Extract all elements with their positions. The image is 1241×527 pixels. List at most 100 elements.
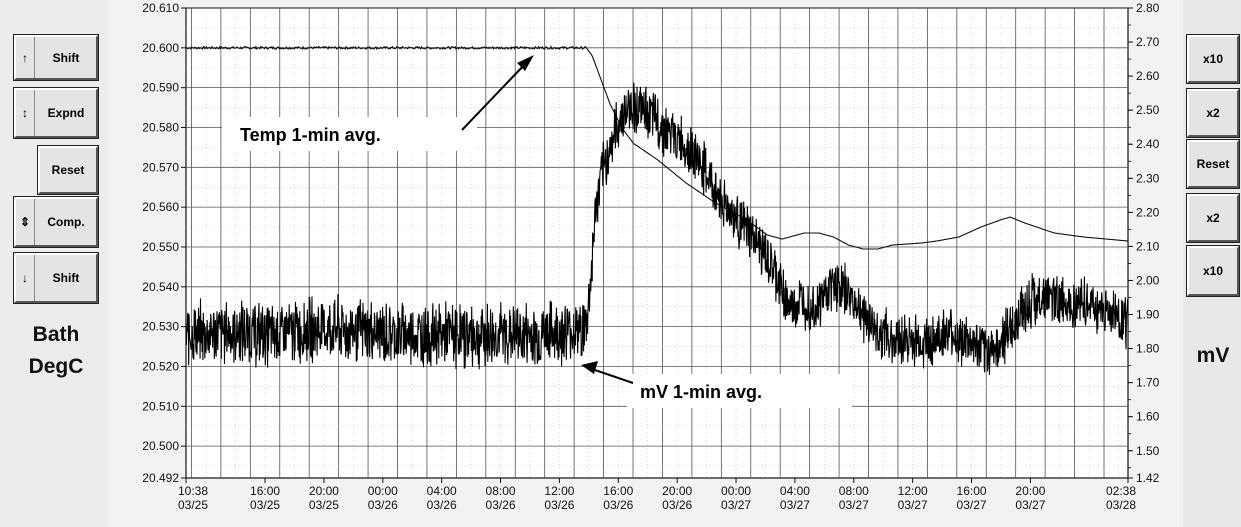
right-tick-label: 1.42 xyxy=(1136,471,1160,485)
left-expand-button[interactable]: ↕ Expnd xyxy=(13,87,99,139)
x-tick-time-label: 12:00 xyxy=(898,484,928,498)
right-control-panel: x10 x2 Reset x2 x10 mV xyxy=(1183,0,1241,527)
right-axis-label-mv: mV xyxy=(1196,344,1230,367)
x-tick-date-label: 03/27 xyxy=(839,498,869,512)
x-tick-time-label: 04:00 xyxy=(427,484,457,498)
right-tick-label: 1.80 xyxy=(1136,342,1160,356)
right-tick-label: 2.30 xyxy=(1136,171,1160,185)
right-tick-label: 2.00 xyxy=(1136,273,1160,287)
right-tick-label: 1.50 xyxy=(1136,444,1160,458)
left-shift-down-label: Shift xyxy=(52,271,80,285)
temp-annotation-box xyxy=(222,117,477,151)
right-tick-label: 1.70 xyxy=(1136,376,1160,390)
x-tick-date-label: 03/27 xyxy=(898,498,928,512)
right-x10-up-label: x10 xyxy=(1202,52,1224,66)
compress-arrows-icon: ⇕ xyxy=(16,199,35,245)
x-tick-time-label: 12:00 xyxy=(544,484,574,498)
x-tick-date-label: 03/26 xyxy=(486,498,516,512)
right-reset-button[interactable]: Reset xyxy=(1186,139,1240,189)
x-tick-time-label: 20:00 xyxy=(662,484,692,498)
left-tick-label: 20.500 xyxy=(142,439,179,453)
left-axis-label-degc: DegC xyxy=(28,355,84,378)
left-tick-label: 20.600 xyxy=(142,41,179,55)
right-x10-down-label: x10 xyxy=(1202,264,1224,278)
x-tick-date-label: 03/25 xyxy=(309,498,339,512)
left-tick-label: 20.580 xyxy=(142,120,179,134)
x-tick-date-label: 03/25 xyxy=(250,498,280,512)
temp-annotation-arrowhead xyxy=(517,55,534,71)
right-tick-label: 2.40 xyxy=(1136,137,1160,151)
chart-area: 20.610 20.600 20.590 20.580 20.570 20.560 20.5… xyxy=(142,1,1160,512)
temp-annotation-label: Temp 1-min avg. xyxy=(240,125,381,145)
left-tick-label: 20.590 xyxy=(142,81,179,95)
x-tick-date-label: 03/27 xyxy=(721,498,751,512)
right-reset-label: Reset xyxy=(1196,157,1230,171)
right-tick-label: 2.60 xyxy=(1136,69,1160,83)
right-x10-up-button[interactable]: x10 xyxy=(1186,34,1240,84)
series-mv-line xyxy=(185,82,1129,375)
x-tick-time-label: 16:00 xyxy=(957,484,987,498)
up-arrow-icon: ↑ xyxy=(16,37,35,78)
left-reset-label: Reset xyxy=(51,163,85,177)
right-tick-label: 2.50 xyxy=(1136,103,1160,117)
x-tick-date-label: 03/26 xyxy=(544,498,574,512)
right-tick-label: 2.80 xyxy=(1136,1,1160,15)
x-tick-date-label: 03/26 xyxy=(368,498,398,512)
x-tick-time-label: 04:00 xyxy=(780,484,810,498)
left-shift-up-label: Shift xyxy=(52,50,80,65)
left-expand-label: Expnd xyxy=(47,106,85,120)
x-tick-date-label: 03/27 xyxy=(1015,498,1045,512)
right-tick-label: 1.90 xyxy=(1136,308,1160,322)
left-shift-down-button[interactable]: ↓ Shift xyxy=(13,252,99,304)
left-control-panel: ↑ Shift ↕ Expnd Reset ⇕ Comp. ↓ Shift Ba… xyxy=(0,0,108,527)
expand-arrows-icon: ↕ xyxy=(16,90,35,136)
x-tick-time-label: 08:00 xyxy=(839,484,869,498)
x-tick-time-label: 20:00 xyxy=(309,484,339,498)
right-tick-label: 2.70 xyxy=(1136,35,1160,49)
left-tick-label: 20.550 xyxy=(142,240,179,254)
left-reset-button[interactable]: Reset xyxy=(37,145,99,195)
x-tick-time-label: 16:00 xyxy=(603,484,633,498)
left-compress-button[interactable]: ⇕ Comp. xyxy=(13,196,99,248)
series-temp-line xyxy=(185,45,1129,250)
x-tick-time-label: 20:00 xyxy=(1015,484,1045,498)
right-x2-down-button[interactable]: x2 xyxy=(1186,193,1240,243)
left-tick-label: 20.510 xyxy=(142,399,179,413)
x-tick-date-label: 03/25 xyxy=(178,498,208,512)
right-x2-up-label: x2 xyxy=(1206,106,1220,120)
right-x2-down-label: x2 xyxy=(1206,211,1220,225)
left-tick-label: 20.540 xyxy=(142,280,179,294)
x-tick-time-label: 00:00 xyxy=(368,484,398,498)
x-tick-date-label: 03/26 xyxy=(662,498,692,512)
left-tick-label: 20.570 xyxy=(142,160,179,174)
left-shift-up-button[interactable]: ↑ Shift xyxy=(13,34,99,81)
right-x2-up-button[interactable]: x2 xyxy=(1186,88,1240,138)
left-tick-label: 20.610 xyxy=(142,1,179,15)
x-tick-date-label: 03/26 xyxy=(427,498,457,512)
left-compress-label: Comp. xyxy=(47,215,85,229)
mv-annotation-arrowhead xyxy=(581,361,598,374)
mv-annotation-label: mV 1-min avg. xyxy=(640,382,762,402)
left-tick-label: 20.492 xyxy=(142,471,179,485)
left-tick-label: 20.560 xyxy=(142,200,179,214)
right-tick-label: 2.20 xyxy=(1136,205,1160,219)
temp-annotation-arrow-line xyxy=(461,61,528,131)
mv-annotation-box xyxy=(627,374,852,408)
left-tick-label: 20.520 xyxy=(142,359,179,373)
right-x10-down-button[interactable]: x10 xyxy=(1186,245,1240,297)
down-arrow-icon: ↓ xyxy=(16,255,35,301)
x-tick-time-label: 00:00 xyxy=(721,484,751,498)
right-tick-label: 2.10 xyxy=(1136,239,1160,253)
x-tick-time-label: 08:00 xyxy=(486,484,516,498)
x-tick-date-label: 03/27 xyxy=(957,498,987,512)
x-tick-time-label: 02:38 xyxy=(1106,484,1136,498)
right-tick-label: 1.60 xyxy=(1136,410,1160,424)
left-tick-label: 20.530 xyxy=(142,320,179,334)
x-tick-time-label: 16:00 xyxy=(250,484,280,498)
mv-annotation-arrow-line xyxy=(591,368,634,384)
x-tick-date-label: 03/26 xyxy=(603,498,633,512)
x-tick-date-label: 03/28 xyxy=(1106,498,1136,512)
x-tick-date-label: 03/27 xyxy=(780,498,810,512)
x-tick-time-label: 10:38 xyxy=(178,484,208,498)
left-axis-label-bath: Bath xyxy=(32,323,80,346)
